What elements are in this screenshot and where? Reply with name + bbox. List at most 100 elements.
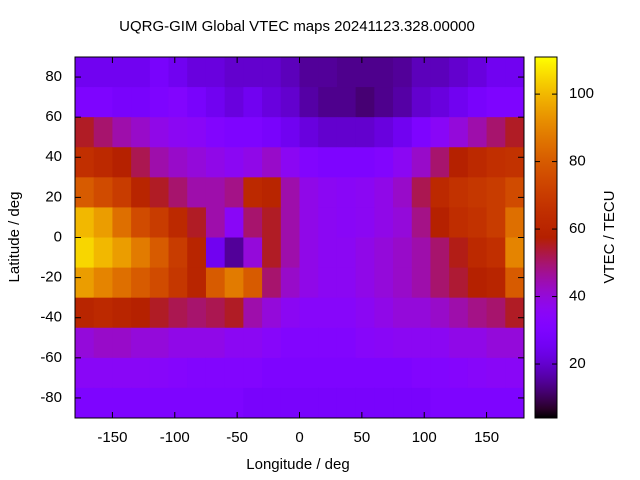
- heat-cell: [93, 87, 113, 118]
- heat-cell: [131, 327, 151, 359]
- y-tick-label: -60: [40, 349, 62, 366]
- chart-title: UQRG-GIM Global VTEC maps 20241123.328.0…: [119, 18, 475, 35]
- heat-cell: [318, 237, 338, 269]
- y-axis-label: Latitude / deg: [6, 192, 23, 283]
- heat-cell: [149, 327, 170, 359]
- heat-cell: [336, 57, 357, 88]
- heat-cell: [449, 57, 469, 88]
- heat-cell: [505, 87, 525, 118]
- heat-cell: [93, 57, 113, 88]
- heat-cell: [131, 147, 151, 178]
- heat-cell: [467, 117, 488, 148]
- heat-cell: [112, 177, 132, 208]
- heat-cell: [336, 357, 357, 389]
- heat-cell: [449, 237, 469, 269]
- heat-cell: [486, 87, 506, 118]
- heat-cell: [280, 147, 300, 178]
- heat-cell: [149, 387, 170, 419]
- heat-cell: [355, 207, 375, 238]
- y-tick-label: 80: [45, 68, 62, 85]
- heat-cell: [131, 87, 151, 118]
- heat-cell: [187, 357, 207, 389]
- heat-cell: [374, 267, 394, 299]
- heat-cell: [411, 57, 431, 88]
- colorbar-tick-label: 20: [569, 355, 586, 372]
- heat-cell: [430, 387, 450, 419]
- heat-cell: [224, 117, 244, 148]
- heat-cell: [393, 237, 413, 269]
- heat-cell: [280, 207, 300, 238]
- heat-cell: [467, 207, 488, 238]
- heat-cell: [449, 357, 469, 389]
- heat-cell: [299, 237, 319, 269]
- heat-cell: [243, 57, 263, 88]
- heat-cell: [187, 177, 207, 208]
- heat-cell: [93, 387, 113, 419]
- heat-cell: [262, 237, 282, 269]
- heat-cell: [224, 387, 244, 419]
- heat-cell: [243, 327, 263, 359]
- heat-cell: [187, 387, 207, 419]
- heat-cell: [93, 237, 113, 269]
- heat-cell: [393, 57, 413, 88]
- heat-cell: [486, 357, 506, 389]
- heat-cell: [393, 297, 413, 329]
- heat-cell: [430, 327, 450, 359]
- heat-cell: [262, 267, 282, 299]
- heat-cell: [168, 147, 188, 178]
- heat-cell: [187, 297, 207, 329]
- heat-cell: [505, 327, 525, 359]
- heat-cell: [93, 267, 113, 299]
- colorbar-tick-label: 100: [569, 85, 594, 102]
- heat-cell: [243, 207, 263, 238]
- heat-cell: [280, 87, 300, 118]
- heat-cell: [224, 327, 244, 359]
- heat-cell: [355, 267, 375, 299]
- heat-cell: [112, 207, 132, 238]
- heat-cell: [75, 357, 95, 389]
- heat-cell: [318, 207, 338, 238]
- x-tick-label: -50: [226, 429, 248, 446]
- y-tick-label: 40: [45, 148, 62, 165]
- heat-cell: [355, 387, 375, 419]
- y-tick-label: -80: [40, 389, 62, 406]
- heat-cell: [449, 147, 469, 178]
- heat-cell: [93, 177, 113, 208]
- heat-cell: [112, 327, 132, 359]
- heat-cell: [411, 237, 431, 269]
- heat-cell: [336, 387, 357, 419]
- heat-cell: [149, 297, 170, 329]
- heat-cell: [355, 87, 375, 118]
- heat-cell: [467, 57, 488, 88]
- heat-cell: [336, 177, 357, 208]
- heat-cell: [336, 267, 357, 299]
- heat-cell: [243, 297, 263, 329]
- heat-cell: [374, 87, 394, 118]
- heat-cell: [355, 177, 375, 208]
- heat-cell: [149, 147, 170, 178]
- heat-cell: [112, 267, 132, 299]
- heat-cell: [449, 207, 469, 238]
- heat-cell: [168, 357, 188, 389]
- heat-cell: [187, 327, 207, 359]
- heat-cell: [262, 357, 282, 389]
- heat-cell: [318, 357, 338, 389]
- heat-cell: [280, 357, 300, 389]
- heat-cell: [75, 87, 95, 118]
- heat-cell: [131, 387, 151, 419]
- heat-cell: [168, 327, 188, 359]
- heat-cell: [374, 327, 394, 359]
- heat-cell: [205, 177, 226, 208]
- heat-cell: [243, 357, 263, 389]
- heat-cell: [205, 117, 226, 148]
- heat-cell: [93, 207, 113, 238]
- heat-cell: [374, 387, 394, 419]
- heat-cell: [262, 57, 282, 88]
- heat-cell: [224, 177, 244, 208]
- heat-cell: [168, 177, 188, 208]
- x-axis-label: Longitude / deg: [246, 456, 349, 473]
- heat-cell: [355, 327, 375, 359]
- x-tick-label: 100: [412, 429, 437, 446]
- heat-cell: [486, 117, 506, 148]
- heat-cell: [505, 177, 525, 208]
